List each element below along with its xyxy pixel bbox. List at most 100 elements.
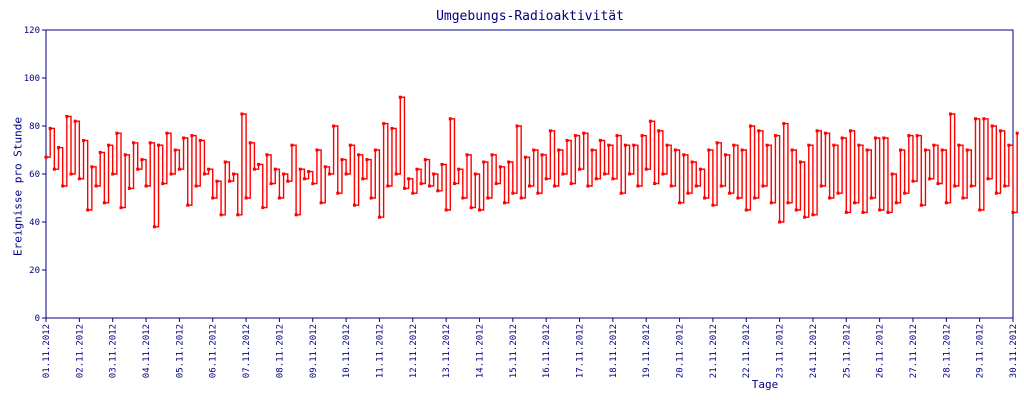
data-point [265,153,269,157]
data-point [553,184,557,188]
data-point [340,158,344,162]
data-point [69,172,73,176]
data-point [832,143,836,147]
data-point [586,184,590,188]
data-point [452,182,456,186]
data-point [440,162,444,166]
data-point [636,184,640,188]
data-point [894,201,898,205]
data-point [678,201,682,205]
data-point [436,189,440,193]
chart-title: Umgebungs-Radioaktivität [436,9,624,24]
x-tick-label: 07.11.2012 [242,324,252,378]
data-point [794,208,798,212]
data-point [628,172,632,176]
data-point [611,177,615,181]
x-tick-label: 28.11.2012 [942,324,952,378]
data-point [686,191,690,195]
data-point [732,143,736,147]
data-point [515,124,519,128]
data-point [911,179,915,183]
data-point [157,143,161,147]
data-point [219,213,223,217]
x-tick-label: 12.11.2012 [409,324,419,378]
data-point [961,196,965,200]
data-point [494,182,498,186]
data-point [798,160,802,164]
data-point [990,124,994,128]
data-point [657,129,661,133]
data-point [182,136,186,140]
data-point [915,134,919,138]
data-point [132,141,136,145]
data-point [365,158,369,162]
data-point [828,196,832,200]
data-point [982,117,986,121]
data-point [282,172,286,176]
data-point [457,167,461,171]
x-tick-label: 11.11.2012 [375,324,385,378]
data-point [44,155,48,159]
data-point [390,126,394,130]
data-point [590,148,594,152]
x-tick-label: 19.11.2012 [642,324,652,378]
data-point [136,167,140,171]
data-point [673,148,677,152]
data-point [815,129,819,133]
data-point [682,153,686,157]
data-point [848,129,852,133]
data-point [948,112,952,116]
data-point [352,203,356,207]
data-point [740,148,744,152]
data-point [973,117,977,121]
x-tick-label: 18.11.2012 [609,324,619,378]
data-point [536,191,540,195]
data-point [778,220,782,224]
data-point [498,165,502,169]
data-point [865,148,869,152]
data-point [486,196,490,200]
data-point [607,143,611,147]
x-tick-label: 17.11.2012 [576,324,586,378]
data-point [419,182,423,186]
data-point [123,153,127,157]
data-point [198,138,202,142]
data-point [236,213,240,217]
x-tick-label: 03.11.2012 [109,324,119,378]
data-point [165,131,169,135]
x-tick-label: 24.11.2012 [809,324,819,378]
data-point [202,172,206,176]
data-point [307,170,311,174]
data-point [144,184,148,188]
data-point [444,208,448,212]
data-point [994,191,998,195]
data-point [615,134,619,138]
data-point [953,184,957,188]
data-point [711,203,715,207]
x-tick-label: 08.11.2012 [275,324,285,378]
x-tick-label: 22.11.2012 [742,324,752,378]
data-point [707,148,711,152]
x-tick-label: 04.11.2012 [142,324,152,378]
data-point [723,153,727,157]
data-point [819,184,823,188]
x-tick-label: 26.11.2012 [876,324,886,378]
data-point [461,196,465,200]
data-point [878,208,882,212]
data-point [302,177,306,181]
y-tick-label: 0 [35,314,40,324]
data-point [803,215,807,219]
data-point [523,155,527,159]
data-point [98,150,102,154]
y-tick-label: 60 [29,170,40,180]
data-point [102,201,106,205]
x-tick-label: 29.11.2012 [976,324,986,378]
x-tick-label: 06.11.2012 [209,324,219,378]
data-point [186,203,190,207]
data-point [386,184,390,188]
data-point [715,141,719,145]
data-point [336,191,340,195]
data-point [382,122,386,126]
data-point [823,131,827,135]
